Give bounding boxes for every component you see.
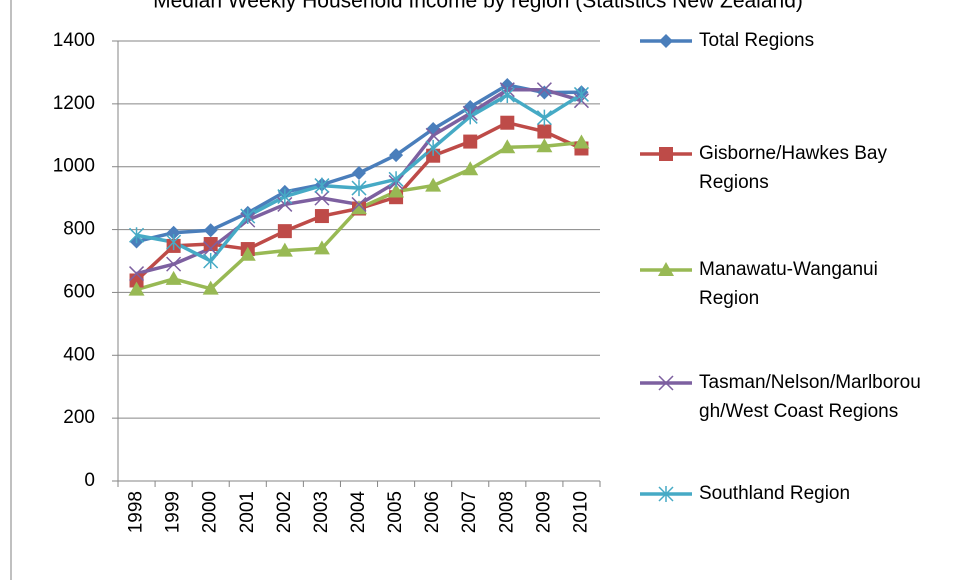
data-point: [388, 183, 405, 198]
x-tick-label: 2007: [459, 491, 480, 533]
data-point: [129, 227, 145, 244]
legend-label: Gisborne/Hawkes Bay Regions: [699, 143, 887, 193]
data-point: [536, 109, 552, 126]
data-point: [462, 161, 479, 176]
y-tick-label: 0: [84, 470, 95, 491]
data-point: [425, 177, 442, 192]
y-tick-label: 600: [63, 281, 95, 302]
data-point: [277, 224, 292, 239]
data-point: [573, 134, 590, 149]
x-tick-label: 2003: [311, 491, 332, 533]
legend-label: Tasman/Nelson/Marlborough/West Coast Reg…: [699, 372, 921, 422]
data-point: [314, 190, 330, 206]
data-point: [240, 208, 256, 225]
data-point: [499, 87, 515, 104]
data-point: [500, 78, 515, 92]
data-point: [203, 223, 218, 238]
data-point: [203, 253, 219, 269]
data-point: [388, 171, 404, 188]
data-point: [573, 86, 589, 103]
legend-marker: [658, 262, 674, 276]
x-tick-label: 1999: [163, 491, 184, 533]
x-tick-label: 2005: [385, 491, 406, 533]
data-point: [166, 225, 181, 240]
data-point: [129, 266, 145, 282]
data-point: [499, 139, 516, 154]
data-point: [351, 200, 367, 215]
x-tick-label: 2002: [274, 491, 295, 533]
y-tick-label: 200: [63, 407, 95, 428]
legend-label: Total Regions: [699, 30, 815, 51]
x-tick-label: 2004: [348, 491, 369, 534]
legend-label: Manawatu-Wanganui Region: [699, 259, 878, 309]
y-tick-label: 1200: [53, 93, 95, 114]
data-point: [166, 234, 182, 251]
legend-marker: [659, 147, 673, 161]
data-point: [313, 240, 330, 255]
data-point: [536, 82, 552, 98]
data-point: [425, 139, 441, 156]
legend-marker: [658, 486, 674, 502]
data-point: [276, 242, 293, 257]
data-point: [203, 240, 219, 256]
data-point: [389, 148, 404, 163]
data-point: [314, 177, 330, 194]
data-point: [351, 180, 367, 197]
data-point: [239, 246, 256, 261]
x-tick-label: 1998: [126, 491, 147, 533]
data-point: [463, 134, 478, 149]
data-point: [202, 280, 219, 295]
data-point: [425, 127, 441, 143]
data-point: [277, 188, 293, 205]
x-tick-label: 2009: [533, 491, 554, 533]
data-point: [165, 270, 182, 285]
y-tick-label: 1000: [53, 156, 95, 177]
y-tick-label: 400: [63, 344, 95, 365]
legend-marker: [658, 375, 674, 391]
x-tick-label: 2001: [237, 491, 258, 533]
legend-label: Southland Region: [699, 483, 851, 504]
data-point: [314, 209, 329, 224]
data-point: [537, 124, 552, 139]
chart-title: Median Weekly Household Income by region…: [153, 0, 803, 13]
y-tick-label: 1400: [53, 30, 95, 51]
data-point: [351, 196, 367, 212]
x-tick-label: 2010: [570, 491, 591, 533]
x-tick-label: 2006: [422, 491, 443, 533]
data-point: [537, 85, 552, 100]
data-point: [128, 281, 145, 296]
data-point: [352, 166, 366, 180]
data-point: [536, 138, 553, 153]
x-tick-label: 2000: [200, 491, 221, 533]
data-point: [166, 256, 182, 272]
data-point: [462, 108, 478, 125]
x-tick-label: 2008: [496, 491, 517, 533]
data-point: [500, 115, 515, 130]
legend-marker: [659, 34, 673, 48]
data-point: [203, 237, 218, 252]
series-line: [136, 83, 582, 244]
y-tick-label: 800: [63, 219, 95, 240]
